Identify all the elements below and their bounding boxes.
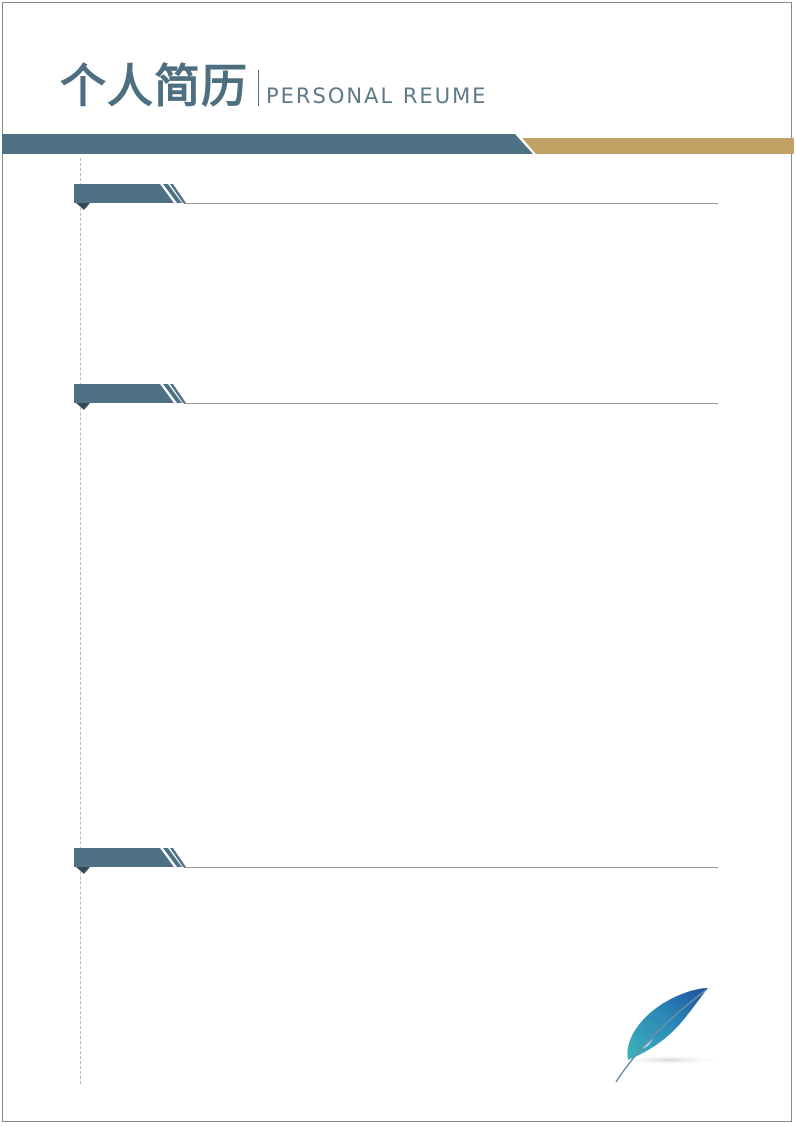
header-band-gold bbox=[522, 138, 794, 154]
section-1-marker bbox=[74, 184, 186, 210]
section-1-rule bbox=[184, 203, 718, 204]
header-band-blue bbox=[2, 134, 533, 154]
section-2-marker bbox=[74, 384, 186, 410]
feather-shaft bbox=[615, 989, 707, 1083]
header-color-band bbox=[2, 134, 794, 154]
section-3-rule bbox=[184, 867, 718, 868]
section-2-rule bbox=[184, 403, 718, 404]
timeline-dashed-line bbox=[80, 158, 81, 1084]
resume-header: 个人简历 PERSONAL REUME bbox=[0, 0, 796, 160]
feather-vane bbox=[627, 988, 708, 1060]
resume-title-chinese: 个人简历 bbox=[60, 59, 248, 113]
section-3-marker bbox=[74, 848, 186, 874]
feather-shadow bbox=[618, 1055, 722, 1065]
title-divider bbox=[258, 70, 259, 106]
feather-icon bbox=[615, 988, 722, 1083]
resume-title-english: PERSONAL REUME bbox=[266, 84, 488, 108]
